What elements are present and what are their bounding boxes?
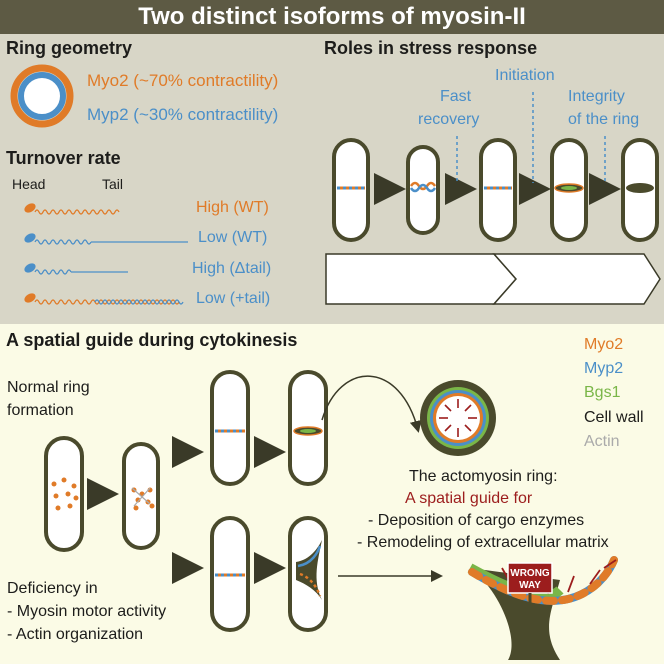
myp2-ring-label: Myp2 (~30% contractility) xyxy=(87,105,279,124)
turnover-row-2-label: Low (WT) xyxy=(198,229,268,246)
stress-cell-5 xyxy=(621,138,659,242)
normal-ring-label-2: formation xyxy=(7,402,74,419)
abnormal-ring-shape xyxy=(467,556,618,660)
wrong-way-text-1: WRONG xyxy=(510,568,550,579)
spatial-cell-4 xyxy=(288,370,328,486)
integrity-label-1: Integrity xyxy=(568,88,625,105)
turnover-row-1-label: High (WT) xyxy=(196,199,269,216)
ring-title: The actomyosin ring: xyxy=(409,468,558,485)
stress-heading: Roles in stress response xyxy=(324,38,538,58)
myo2-ring-label: Myo2 (~70% contractility) xyxy=(87,71,279,90)
ring-zoom-arrow xyxy=(321,375,422,433)
deficiency-label-2: - Myosin motor activity xyxy=(7,603,167,620)
myosin-molecule-2 xyxy=(24,233,188,245)
head-label: Head xyxy=(12,176,46,192)
spatial-cell-1 xyxy=(44,436,84,552)
normal-ring-label-1: Normal ring xyxy=(7,379,90,396)
fast-recovery-label-1: Fast xyxy=(440,88,472,105)
stress-cell-4 xyxy=(550,138,588,242)
ring-guide: A spatial guide for xyxy=(405,490,533,507)
myosin-molecule-1 xyxy=(24,203,120,215)
ring-cross-section xyxy=(420,380,496,456)
spatial-cell-6 xyxy=(288,516,328,632)
spatial-cell-5 xyxy=(210,516,250,632)
turnover-row-3-label: High (Δtail) xyxy=(192,260,272,277)
ring-geometry-icon xyxy=(10,64,74,128)
constriction-stage-chevron xyxy=(492,253,661,305)
page-title: Two distinct isoforms of myosin-II xyxy=(138,3,526,30)
spatial-cell-2 xyxy=(122,442,160,550)
spatial-cell-3 xyxy=(210,370,250,486)
legend-cell-wall: Cell wall xyxy=(584,409,644,426)
title-bar: Two distinct isoforms of myosin-II xyxy=(0,0,664,34)
stress-cell-3 xyxy=(479,138,517,242)
initiation-label: Initiation xyxy=(495,67,555,84)
stress-cell-1 xyxy=(332,138,370,242)
wrong-way-text-2: WAY xyxy=(519,580,541,591)
ring-item-1: - Deposition of cargo enzymes xyxy=(368,512,585,529)
turnover-heading: Turnover rate xyxy=(6,148,121,168)
stress-stage-chevron xyxy=(325,253,517,305)
deficiency-label-1: Deficiency in xyxy=(7,580,98,597)
ring-geometry-heading: Ring geometry xyxy=(6,38,133,58)
tail-label: Tail xyxy=(102,176,124,192)
myosin-molecule-4 xyxy=(24,293,184,305)
turnover-row-4-label: Low (+tail) xyxy=(196,290,271,307)
wrong-way-sign: WRONG WAY xyxy=(507,562,553,608)
stress-cell-2 xyxy=(406,145,440,235)
legend-actin: Actin xyxy=(584,433,620,450)
fast-recovery-label-2: recovery xyxy=(418,111,480,128)
myosin-molecule-3 xyxy=(24,263,128,275)
spatial-heading: A spatial guide during cytokinesis xyxy=(6,330,298,350)
integrity-label-2: of the ring xyxy=(568,111,640,128)
deficiency-label-3: - Actin organization xyxy=(7,626,144,643)
legend-myo2: Myo2 xyxy=(584,336,624,353)
legend-bgs1: Bgs1 xyxy=(584,384,621,401)
legend-myp2: Myp2 xyxy=(584,360,624,377)
ring-item-2: - Remodeling of extracellular matrix xyxy=(357,534,609,551)
